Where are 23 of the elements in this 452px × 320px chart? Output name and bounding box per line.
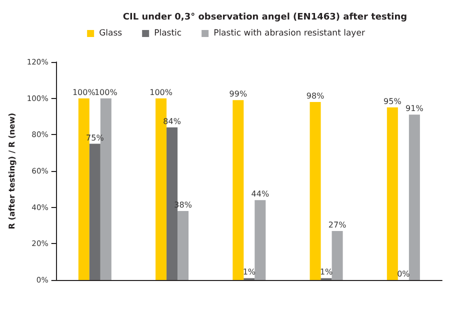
data-label: 91% [406, 104, 424, 114]
bar [254, 200, 266, 280]
data-label: 1% [242, 268, 256, 277]
data-label: 95% [384, 96, 402, 106]
bar [386, 107, 398, 280]
bar [310, 102, 321, 280]
chart-title: CIL under 0,3° observation angel (EN1463) after testing [122, 12, 408, 22]
bar [89, 144, 100, 280]
data-label: 98% [306, 91, 325, 100]
bar [332, 230, 343, 280]
data-label: 100% [94, 88, 118, 97]
data-label: 27% [328, 220, 347, 230]
legend-label: Plastic [154, 28, 182, 38]
legend-label: Plastic with abrasion resistant layer [214, 28, 366, 38]
data-label: 99% [229, 90, 248, 99]
data-label: 100% [150, 88, 173, 97]
y-axis-title: R (after testing) / R (new) [8, 112, 16, 230]
data-label: 100% [72, 88, 96, 97]
data-label: 44% [251, 190, 270, 199]
bar [178, 210, 189, 280]
legend-label: Glass [99, 28, 123, 38]
bar [408, 114, 420, 280]
bar [232, 100, 244, 280]
